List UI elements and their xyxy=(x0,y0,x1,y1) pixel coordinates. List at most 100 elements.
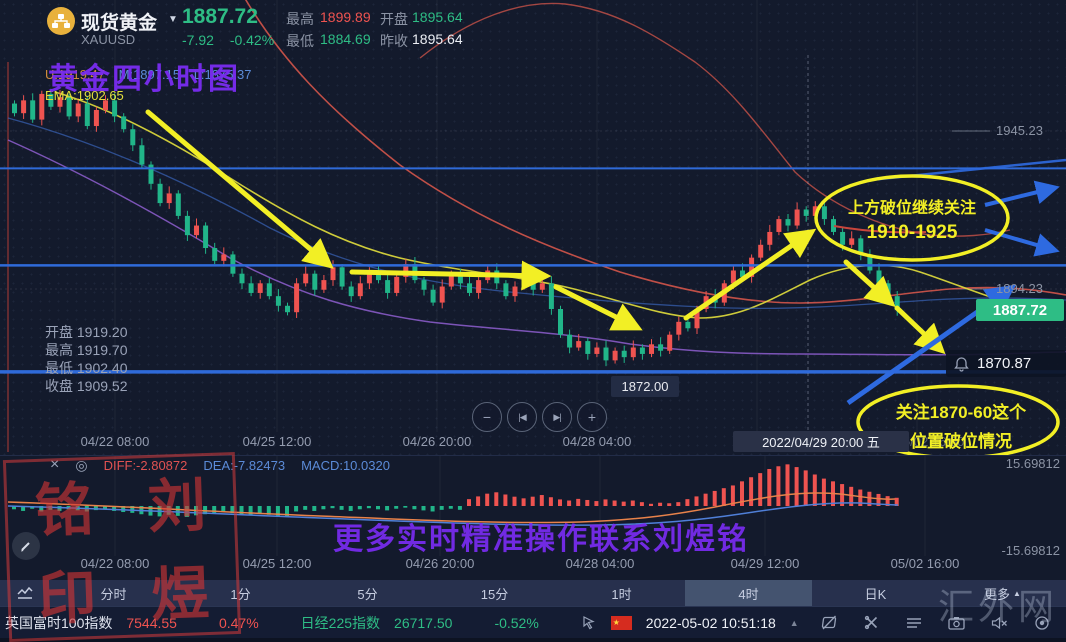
stat-low-label: 最低 xyxy=(286,33,314,49)
alert-price-value: 1870.87 xyxy=(977,355,1032,372)
bell-icon xyxy=(954,356,969,372)
ema-indicator-value: EMA:1902.65 xyxy=(45,88,124,103)
scroll-left-button[interactable]: |◀ xyxy=(507,402,537,432)
nikkei-percent: -0.52% xyxy=(494,614,539,631)
symbol-name[interactable]: 现货黄金 xyxy=(81,13,158,34)
statusbar-icon-group xyxy=(821,615,1050,631)
yellow-trend-arrows[interactable] xyxy=(145,109,946,355)
price-alert-chip[interactable]: 1870.87 xyxy=(946,350,1066,377)
stat-prevclose-value: 1895.64 xyxy=(412,31,463,47)
macd-dea-value: DEA:-7.82473 xyxy=(203,457,286,473)
gold-logo-icon xyxy=(47,7,75,35)
ma-red-line xyxy=(244,0,1066,304)
macd-panel[interactable] xyxy=(0,455,1066,581)
symbol-dropdown-icon[interactable]: ▼ xyxy=(168,14,178,25)
x-axis-label-4: 04/28 04:00 xyxy=(562,434,632,449)
annotation-ellipse-top[interactable] xyxy=(814,174,1010,262)
status-bar: 英国富时100指数 7544.55 0.47% 日经225指数 26717.50… xyxy=(0,606,1066,638)
mute-speaker-icon[interactable] xyxy=(991,616,1008,630)
price-scale-label-1894: 1894.23 xyxy=(996,281,1043,296)
macd-close-icon[interactable]: × xyxy=(50,456,60,473)
macd-settings-icon[interactable]: ◎ xyxy=(75,456,88,473)
server-time: 2022-05-02 10:51:18 xyxy=(645,614,776,631)
ohlc-close: 收盘 1909.52 xyxy=(45,378,128,394)
ftse-percent: 0.47% xyxy=(218,614,259,631)
x-axis-label-1: 04/22 08:00 xyxy=(80,434,150,449)
diff-line xyxy=(7,492,896,524)
nikkei-value: 26717.50 xyxy=(394,614,453,631)
low-price-tag: 1872.00 xyxy=(611,376,679,397)
stat-open-value: 1895.64 xyxy=(412,9,463,25)
line-chart-icon xyxy=(17,586,33,599)
pointer-icon xyxy=(583,615,595,629)
list-icon[interactable] xyxy=(906,616,922,630)
timeframe-tab-15min[interactable]: 15分 xyxy=(480,586,509,602)
timeframe-tab-5min[interactable]: 5分 xyxy=(357,586,378,602)
ma-red-line-2 xyxy=(419,2,1011,237)
macd-chart[interactable] xyxy=(0,456,1066,581)
nikkei-label[interactable]: 日经225指数 xyxy=(300,614,381,631)
macd-indicator-header: × ◎ DIFF:-2.80872 DEA:-7.82473 MACD:10.0… xyxy=(50,456,390,474)
price-scale-label-1945: 1945.23 xyxy=(996,123,1043,138)
timeframe-tab-daily[interactable]: 日K xyxy=(864,586,887,602)
annotation-top-line2: 1910-1925 xyxy=(866,222,958,243)
change-value: -7.92 xyxy=(182,32,214,48)
annotation-bottom-line2: 位置破位情况 xyxy=(910,432,1012,451)
center-contact-watermark: 更多实时精准操作联系刘煜铭 xyxy=(333,523,749,556)
annotation-ellipse-bottom[interactable] xyxy=(856,384,1060,455)
red-underline-annotation xyxy=(833,225,927,234)
zoom-in-button[interactable]: + xyxy=(577,402,607,432)
macd-scale-max: 15.69812 xyxy=(1005,456,1060,471)
macd-axis-label-6: 05/02 16:00 xyxy=(890,556,960,571)
macd-axis-label-5: 04/29 12:00 xyxy=(730,556,800,571)
ohlc-low: 最低 1902.40 xyxy=(45,360,128,376)
ohlc-high: 最高 1919.70 xyxy=(45,342,128,358)
timeframe-tab-more[interactable]: 更多 ▲ xyxy=(939,580,1066,606)
chart-title-watermark: 黄金四小时图 xyxy=(48,63,240,96)
x-axis-label-5: 05/02 16:00 xyxy=(895,434,965,449)
cursor-mode-button[interactable] xyxy=(581,615,597,631)
timeframe-tab-fenshi[interactable]: 分时 xyxy=(100,586,127,602)
candlestick-chart[interactable] xyxy=(0,0,1066,455)
scroll-right-button[interactable]: ▶| xyxy=(542,402,572,432)
timeframe-bar: 分时 1分 5分 15分 1时 4时 日K 更多 ▲ xyxy=(0,580,1066,606)
expand-up-icon[interactable]: ▲ xyxy=(789,617,799,628)
ftse-label[interactable]: 英国富时100指数 xyxy=(5,614,113,631)
annotation-top-line1: 上方破位继续关注 xyxy=(847,200,976,217)
tools-icon[interactable] xyxy=(864,615,880,630)
settings-target-icon[interactable] xyxy=(1034,615,1050,631)
boll-mid: M:1897.15 xyxy=(118,67,181,82)
ohlc-open: 开盘 1919.20 xyxy=(45,324,128,340)
camera-icon[interactable] xyxy=(948,616,965,630)
site-watermark: 汇外网 xyxy=(938,586,1059,627)
flag-star-icon: ★ xyxy=(612,618,620,627)
macd-axis-label-2: 04/25 12:00 xyxy=(242,556,312,571)
symbol-code: XAUUSD xyxy=(81,32,136,47)
hovered-candle-ohlc: 开盘 1919.20 最高 1919.70 最低 1902.40 收盘 1909… xyxy=(45,323,128,395)
macd-lines xyxy=(7,492,899,526)
stat-high-label: 最高 xyxy=(286,11,314,27)
stat-low-value: 1884.69 xyxy=(320,31,371,47)
boll-lower-purple-line xyxy=(7,139,1066,356)
timeframe-tab-1min[interactable]: 1分 xyxy=(230,586,251,602)
chart-style-button[interactable] xyxy=(0,580,50,606)
current-price-badge: 1887.72 xyxy=(976,299,1064,321)
timeframe-tab-4h-selected[interactable]: 4时 xyxy=(685,580,812,606)
x-axis-label-2: 04/25 12:00 xyxy=(242,434,312,449)
zoom-out-button[interactable]: − xyxy=(472,402,502,432)
annotation-top-text: 上方破位继续关注 1910-1925 xyxy=(822,194,1002,244)
symbol-logo xyxy=(47,7,75,35)
boll-upper: U:1919.47 xyxy=(45,67,105,82)
macd-scale-min: -15.69812 xyxy=(1001,543,1060,558)
crosshair-time-tooltip: 2022/04/29 20:00 五 xyxy=(733,431,909,452)
chevron-up-icon: ▲ xyxy=(1013,588,1021,598)
timeframe-tab-1h[interactable]: 1时 xyxy=(611,586,632,602)
stat-high-value: 1899.89 xyxy=(320,9,371,25)
macd-axis-label-4: 04/28 04:00 xyxy=(565,556,635,571)
main-chart-canvas[interactable] xyxy=(0,0,1066,455)
macd-diff-value: DIFF:-2.80872 xyxy=(103,457,188,473)
drawings-off-icon[interactable] xyxy=(821,615,838,630)
region-flag: ★ xyxy=(610,615,632,630)
draw-tool-button[interactable] xyxy=(12,532,40,560)
